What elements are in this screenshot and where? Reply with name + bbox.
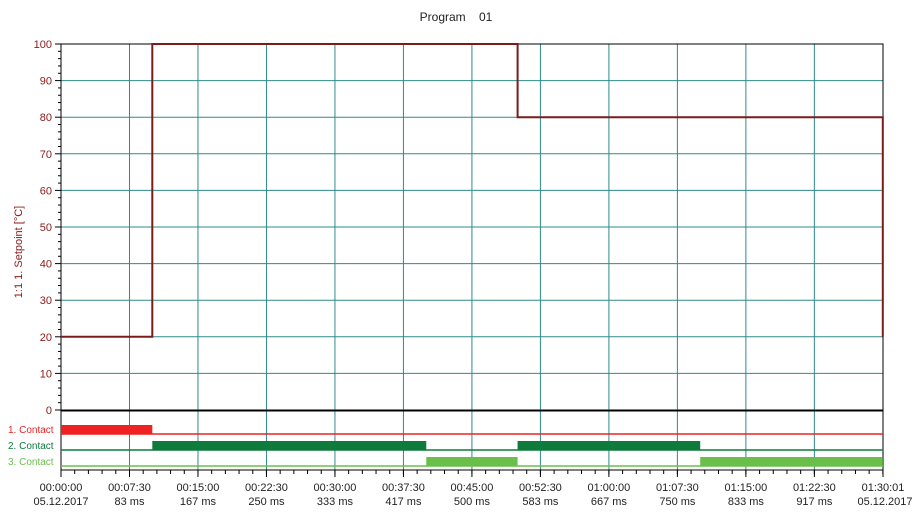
x-tick-sub-label: 917 ms — [796, 496, 833, 508]
contact-label: 2. Contact — [8, 441, 54, 452]
x-tick-sub-label: 417 ms — [385, 496, 422, 508]
x-tick-time-label: 01:00:00 — [587, 482, 630, 494]
contact-on-bar — [152, 441, 426, 450]
y-tick-label: 90 — [40, 76, 52, 88]
x-tick-sub-label: 500 ms — [454, 496, 491, 508]
x-tick-time-label: 00:00:00 — [40, 482, 83, 494]
grid — [61, 44, 883, 470]
contact-on-bar — [518, 441, 701, 450]
y-tick-label: 40 — [40, 259, 52, 271]
x-tick-sub-label: 667 ms — [591, 496, 628, 508]
contact-label: 1. Contact — [8, 425, 54, 436]
contact-on-bar — [700, 457, 883, 466]
chart-title: Program 01 — [420, 10, 493, 24]
x-tick-sub-label: 833 ms — [728, 496, 765, 508]
x-tick-time-label: 01:30:01 — [862, 482, 905, 494]
x-tick-sub-label: 333 ms — [317, 496, 354, 508]
x-tick-time-label: 01:22:30 — [793, 482, 836, 494]
x-tick-time-label: 00:15:00 — [177, 482, 220, 494]
x-tick-sub-label: 05.12.2017 — [33, 496, 88, 508]
contact-on-bar — [426, 457, 517, 466]
x-tick-sub-label: 250 ms — [248, 496, 285, 508]
x-tick-time-label: 00:30:00 — [314, 482, 357, 494]
tick-labels: 0 10 20 30 40 50 60 70 80 90 100 00:00:00 05.12.2017… — [8, 39, 912, 508]
x-tick-time-label: 00:22:30 — [245, 482, 288, 494]
y-tick-label: 60 — [40, 185, 52, 197]
x-tick-time-label: 00:52:30 — [519, 482, 562, 494]
y-tick-label: 20 — [40, 332, 52, 344]
x-tick-sub-label: 583 ms — [522, 496, 559, 508]
x-tick-sub-label: 750 ms — [659, 496, 696, 508]
x-tick-sub-label: 167 ms — [180, 496, 217, 508]
axes — [55, 44, 883, 477]
y-axis-label: 1:1 1. Setpoint [°C] — [13, 206, 25, 298]
y-tick-label: 10 — [40, 368, 52, 380]
x-tick-time-label: 00:45:00 — [451, 482, 494, 494]
x-tick-time-label: 00:37:30 — [382, 482, 425, 494]
contact-label: 3. Contact — [8, 457, 54, 468]
x-tick-time-label: 01:15:00 — [724, 482, 767, 494]
x-tick-time-label: 01:07:30 — [656, 482, 699, 494]
y-tick-label: 0 — [46, 405, 52, 417]
contact-on-bar — [61, 425, 152, 434]
y-tick-label: 80 — [40, 112, 52, 124]
y-tick-label: 100 — [34, 39, 52, 51]
x-tick-sub-label: 05.12.2017 — [857, 496, 912, 508]
y-tick-label: 70 — [40, 149, 52, 161]
y-tick-label: 50 — [40, 222, 52, 234]
x-tick-time-label: 00:07:30 — [108, 482, 151, 494]
x-tick-sub-label: 83 ms — [115, 496, 145, 508]
y-tick-label: 30 — [40, 295, 52, 307]
